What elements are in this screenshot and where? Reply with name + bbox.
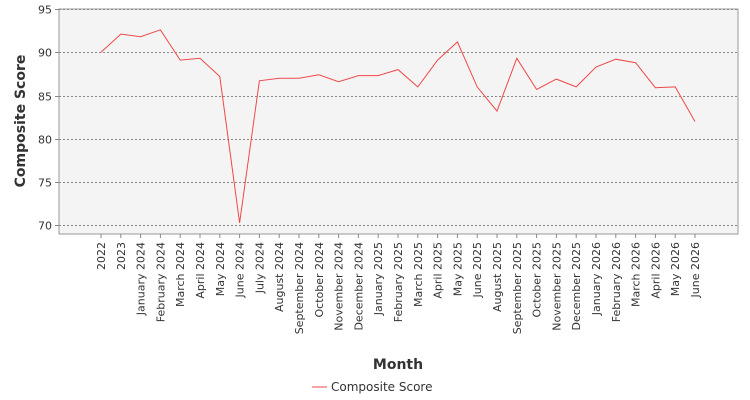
y-tick-label: 95	[38, 4, 52, 17]
y-tick-label: 80	[38, 134, 52, 147]
x-tick-label: August 2024	[273, 242, 286, 312]
x-tick-label: March 2025	[412, 242, 425, 307]
y-tick-label: 70	[38, 220, 52, 233]
x-tick-label: March 2026	[630, 242, 643, 307]
x-tick-label: February 2025	[392, 242, 405, 322]
x-tick-label: February 2024	[154, 242, 167, 322]
x-tick-label: June 2025	[471, 242, 484, 298]
x-tick-label: May 2024	[214, 242, 227, 296]
x-tick-label: June 2024	[234, 242, 247, 298]
x-tick-label: August 2025	[491, 242, 504, 312]
x-tick-label: 2022	[95, 242, 108, 270]
x-tick-label: January 2025	[372, 242, 385, 316]
x-tick-label: March 2024	[174, 242, 187, 307]
x-tick-label: February 2026	[610, 242, 623, 322]
x-tick-label: October 2024	[313, 242, 326, 318]
y-tick-label: 75	[38, 177, 52, 190]
x-tick-label: January 2024	[135, 242, 148, 316]
y-tick-label: 90	[38, 47, 52, 60]
y-axis-title: Composite Score	[13, 55, 29, 188]
x-tick-label: May 2025	[451, 242, 464, 296]
x-tick-label: November 2024	[333, 242, 346, 331]
x-tick-label: December 2025	[570, 242, 583, 331]
plot-area	[58, 8, 739, 235]
x-tick-label: September 2025	[511, 242, 524, 334]
x-tick-label: July 2024	[253, 242, 266, 294]
gridlines	[59, 9, 738, 226]
x-tick-label: April 2024	[194, 242, 207, 299]
x-tick-label: April 2026	[649, 242, 662, 299]
legend: Composite Score	[312, 380, 432, 394]
x-tick-label: June 2026	[689, 242, 702, 298]
x-tick-label: September 2024	[293, 242, 306, 334]
series-line	[100, 29, 696, 223]
x-tick-label: May 2026	[669, 242, 682, 296]
x-axis-title: Month	[373, 357, 423, 373]
x-tick-label: October 2025	[531, 242, 544, 318]
x-tick-label: November 2025	[550, 242, 563, 331]
y-tick-label: 85	[38, 91, 52, 104]
x-tick-label: December 2024	[352, 242, 365, 331]
legend-label: Composite Score	[331, 380, 432, 394]
x-tick-label: January 2026	[590, 242, 603, 316]
y-axis: 70 75 80 85 90 95	[38, 4, 59, 233]
x-tick-label: April 2025	[432, 242, 445, 299]
x-tick-label: 2023	[115, 242, 128, 270]
x-axis: 2022 2023 January 2024 February 2024 March 2…	[95, 234, 702, 334]
